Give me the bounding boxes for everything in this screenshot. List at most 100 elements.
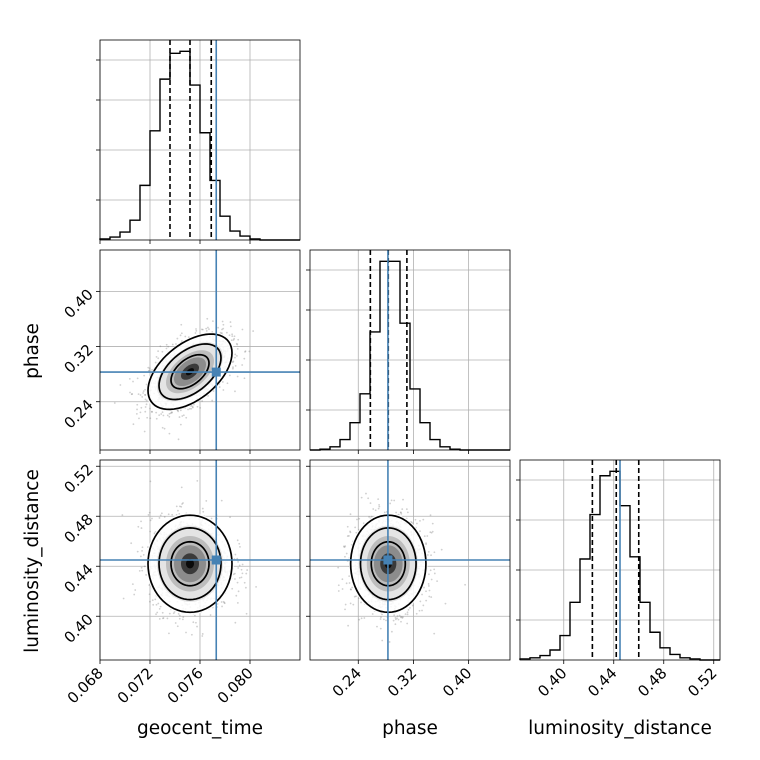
scatter-point xyxy=(419,519,421,522)
scatter-point xyxy=(344,545,347,547)
scatter-point xyxy=(428,589,431,592)
scatter-point xyxy=(229,321,232,323)
scatter-point xyxy=(145,403,148,406)
scatter-point xyxy=(394,616,397,619)
scatter-point xyxy=(190,407,193,410)
scatter-point xyxy=(236,343,239,346)
scatter-point xyxy=(349,602,352,605)
scatter-point xyxy=(222,327,225,330)
scatter-point xyxy=(219,331,222,334)
scatter-point xyxy=(142,553,145,556)
scatter-point xyxy=(406,611,409,614)
scatter-point xyxy=(419,530,421,533)
scatter-point xyxy=(419,600,422,603)
scatter-point xyxy=(426,554,429,556)
scatter-point xyxy=(163,516,166,518)
scatter-point xyxy=(347,624,350,627)
scatter-point xyxy=(234,365,237,367)
scatter-point xyxy=(137,393,140,396)
scatter-point xyxy=(201,400,204,402)
scatter-point xyxy=(195,621,197,624)
scatter-point xyxy=(147,366,150,369)
scatter-point xyxy=(232,339,235,341)
scatter-point xyxy=(139,394,142,396)
scatter-point xyxy=(148,584,151,587)
scatter-point xyxy=(148,593,151,596)
scatter-point xyxy=(157,602,160,605)
scatter-point xyxy=(128,377,131,380)
scatter-point xyxy=(142,390,145,393)
scatter-point xyxy=(201,328,204,331)
scatter-point xyxy=(171,343,174,346)
y-tick-label-phase: 0.40 xyxy=(60,285,96,321)
scatter-point xyxy=(363,617,366,619)
scatter-point xyxy=(244,586,247,589)
scatter-point xyxy=(141,546,144,549)
scatter-point xyxy=(199,406,202,409)
scatter-point xyxy=(144,410,147,413)
scatter-point xyxy=(416,522,418,525)
x-tick-label-luminosity-distance: 0.52 xyxy=(684,664,720,700)
scatter-point xyxy=(243,377,246,380)
scatter-point xyxy=(378,503,380,506)
scatter-point xyxy=(238,542,241,545)
scatter-point xyxy=(158,414,161,417)
scatter-point xyxy=(140,406,143,409)
scatter-point xyxy=(160,512,163,515)
contour-1 xyxy=(158,527,222,601)
scatter-point xyxy=(154,598,157,601)
scatter-point xyxy=(161,426,164,429)
scatter-point xyxy=(113,402,116,404)
scatter-point xyxy=(343,546,346,549)
scatter-point xyxy=(376,625,378,628)
scatter-point xyxy=(135,412,138,415)
scatter-point xyxy=(401,508,404,511)
scatter-point xyxy=(400,615,403,618)
scatter-point xyxy=(184,335,187,338)
scatter-point xyxy=(136,403,139,406)
scatter-point xyxy=(405,508,408,511)
scatter-point xyxy=(129,391,131,394)
scatter-point xyxy=(176,625,179,628)
scatter-point xyxy=(421,609,423,612)
scatter-point xyxy=(168,412,171,415)
scatter-point xyxy=(136,550,139,553)
scatter-point xyxy=(211,320,214,323)
scatter-point xyxy=(201,635,204,637)
scatter-point xyxy=(427,551,430,553)
scatter-point xyxy=(218,386,221,388)
scatter-point xyxy=(389,502,392,505)
scatter-point xyxy=(138,569,141,572)
marginal-panel-luminosity_distance xyxy=(516,459,721,664)
scatter-point xyxy=(178,614,181,617)
scatter-point xyxy=(234,621,237,624)
scatter-point xyxy=(220,499,223,502)
scatter-point xyxy=(130,393,133,396)
scatter-point xyxy=(170,411,173,414)
scatter-point xyxy=(155,603,158,606)
x-tick-label-luminosity-distance: 0.40 xyxy=(534,664,570,700)
contour-0 xyxy=(147,333,233,411)
scatter-point xyxy=(160,413,163,415)
scatter-point xyxy=(427,583,430,585)
scatter-point xyxy=(149,530,152,533)
scatter-point xyxy=(196,625,198,628)
scatter-point xyxy=(401,616,404,618)
scatter-point xyxy=(155,356,158,358)
panel-frame xyxy=(309,249,511,451)
scatter-point xyxy=(395,511,398,514)
contour-0 xyxy=(147,514,233,614)
scatter-point xyxy=(237,561,239,563)
scatter-point xyxy=(161,350,164,353)
scatter-point xyxy=(139,555,142,558)
scatter-point xyxy=(143,374,146,377)
scatter-point xyxy=(231,333,234,336)
scatter-point xyxy=(411,604,414,607)
scatter-point xyxy=(181,415,184,417)
scatter-point xyxy=(188,407,191,410)
scatter-point xyxy=(140,566,143,569)
scatter-point xyxy=(223,601,226,604)
scatter-point xyxy=(231,367,234,370)
scatter-point xyxy=(147,514,150,516)
scatter-point xyxy=(162,617,164,620)
